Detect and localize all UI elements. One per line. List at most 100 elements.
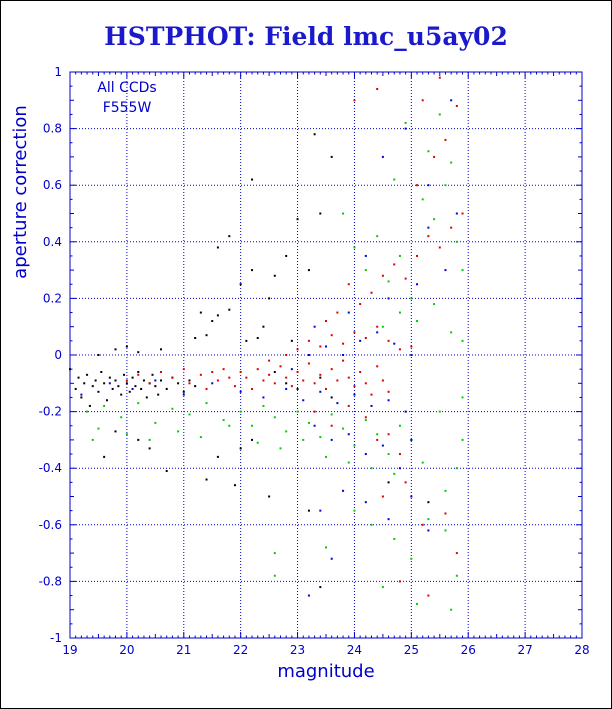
data-point	[387, 297, 390, 300]
annotation-ccds: All CCDs	[97, 80, 156, 96]
data-point	[142, 379, 145, 382]
data-point	[410, 438, 413, 441]
data-point	[404, 481, 407, 484]
data-point	[256, 368, 259, 371]
y-axis-label: aperture correction	[10, 105, 31, 279]
data-point	[154, 385, 157, 388]
data-point	[461, 212, 464, 215]
x-tick-label: 20	[119, 643, 134, 657]
data-point	[376, 438, 379, 441]
data-point	[461, 339, 464, 342]
data-point	[228, 424, 231, 427]
data-point	[444, 529, 447, 532]
data-point	[171, 407, 174, 410]
data-point	[393, 342, 396, 345]
chart-title: HSTPHOT: Field lmc_u5ay02	[104, 22, 508, 51]
data-point	[387, 453, 390, 456]
data-point	[268, 373, 271, 376]
data-point	[114, 379, 117, 382]
data-point	[336, 402, 339, 405]
data-point	[427, 150, 430, 153]
data-point	[330, 438, 333, 441]
data-point	[319, 212, 322, 215]
data-point	[455, 212, 458, 215]
data-point	[211, 382, 214, 385]
data-point	[273, 382, 276, 385]
data-point	[376, 87, 379, 90]
data-point	[134, 385, 137, 388]
x-tick-label: 23	[290, 643, 305, 657]
data-point	[404, 410, 407, 413]
data-point	[165, 387, 168, 390]
data-point	[336, 379, 339, 382]
data-point	[347, 311, 350, 314]
data-point	[125, 345, 128, 348]
data-point	[364, 416, 367, 419]
data-point	[120, 416, 123, 419]
y-tick-label: 1	[54, 65, 62, 79]
data-point	[216, 314, 219, 317]
data-point	[83, 382, 86, 385]
x-tick-label: 21	[176, 643, 191, 657]
data-point	[404, 127, 407, 130]
data-point	[140, 387, 143, 390]
data-point	[433, 218, 436, 221]
data-point	[262, 396, 265, 399]
data-point	[455, 574, 458, 577]
data-point	[103, 382, 106, 385]
data-point	[108, 382, 111, 385]
y-tick-label: -0.6	[39, 518, 62, 532]
x-tick-label: 26	[461, 643, 476, 657]
data-point	[296, 218, 299, 221]
y-tick-label: -0.2	[39, 405, 62, 419]
data-point	[279, 447, 282, 450]
data-point	[370, 291, 373, 294]
data-point	[233, 484, 236, 487]
x-tick-label: 27	[517, 643, 532, 657]
data-point	[148, 438, 151, 441]
data-point	[370, 467, 373, 470]
y-tick-label: 0.8	[43, 122, 62, 136]
data-point	[353, 331, 356, 334]
data-point	[325, 345, 327, 348]
data-point	[387, 339, 390, 342]
data-point	[342, 489, 345, 492]
data-point	[450, 331, 453, 334]
data-point	[410, 345, 413, 348]
tick-labels: 19 20 21 22 23 24 25 26 27 28 -1 -0.8 -0.6 -0.4 -0.2 0 0…	[39, 65, 590, 657]
data-point	[307, 509, 310, 512]
data-point	[114, 430, 117, 433]
data-point	[117, 385, 120, 388]
data-point	[302, 438, 305, 441]
data-point	[455, 104, 458, 107]
data-point	[268, 297, 271, 300]
data-point	[427, 529, 430, 532]
data-point	[416, 603, 419, 606]
data-point	[216, 455, 219, 458]
data-point	[171, 376, 174, 379]
data-point	[313, 410, 316, 413]
data-point	[427, 184, 430, 187]
data-point	[427, 226, 430, 229]
data-point	[199, 311, 202, 314]
data-point	[268, 495, 271, 498]
data-point	[86, 410, 89, 413]
data-point	[137, 438, 140, 441]
data-point	[160, 370, 163, 373]
data-point	[199, 436, 202, 439]
data-point	[111, 387, 114, 390]
data-point	[125, 433, 128, 436]
data-point	[262, 379, 265, 382]
data-point	[353, 509, 356, 512]
data-point	[404, 121, 407, 124]
data-point	[444, 138, 447, 141]
data-point	[461, 438, 464, 441]
data-point	[364, 382, 367, 385]
data-point	[427, 235, 430, 238]
data-point	[307, 354, 310, 356]
data-point	[398, 424, 401, 427]
data-point	[148, 382, 151, 385]
data-point	[364, 269, 367, 272]
data-point	[151, 373, 154, 376]
data-point	[393, 537, 396, 540]
